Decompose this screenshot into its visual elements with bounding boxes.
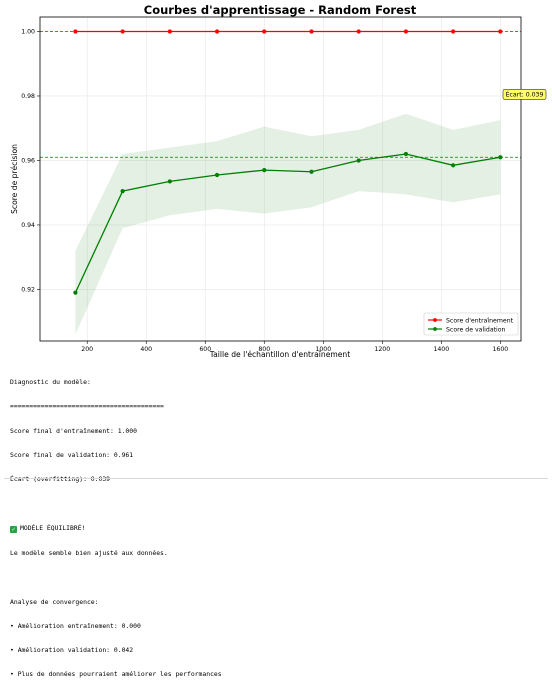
y-tick-label: 0.92: [21, 287, 35, 294]
grid-lines: [40, 17, 521, 341]
blank-line: [10, 500, 370, 508]
model-diagnostic-report: Diagnostic du modèle: ==================…: [10, 362, 370, 687]
gap-annotation-text: Écart: 0.039: [506, 90, 544, 99]
training-score-point: [120, 29, 125, 34]
gap-annotation: Écart: 0.039: [502, 89, 547, 100]
series-lines: [74, 30, 501, 293]
bottom-divider: [4, 478, 548, 479]
validation-score-point: [403, 151, 409, 157]
y-axis-label: Score de précision: [10, 144, 19, 214]
x-tick-label: 600: [199, 346, 211, 353]
training-score-point: [309, 29, 314, 34]
training-score-point: [167, 29, 172, 34]
validation-score-point: [73, 290, 78, 295]
convergence-header: Analyse de convergence:: [10, 597, 99, 606]
validation-score-point: [451, 163, 456, 168]
training-score-point: [73, 29, 78, 34]
plot-area: [40, 17, 521, 341]
validation-score-point: [120, 188, 125, 194]
y-tick-label: 0.96: [21, 158, 35, 165]
x-tick-label: 1400: [433, 346, 449, 353]
validation-score-line: [74, 153, 501, 293]
final-train-score: Score final d'entraînement: 1.000: [10, 426, 137, 435]
series-points: [73, 29, 503, 295]
validation-score-point: [309, 169, 314, 174]
convergence-note: • Plus de données pourraient améliorer l…: [10, 670, 222, 679]
x-tick-label: 200: [81, 346, 93, 353]
legend-val-marker: [433, 327, 437, 331]
y-tick-label: 1.00: [21, 29, 35, 36]
blank-line: [10, 573, 370, 581]
validation-score-point: [167, 179, 172, 184]
status-detail: Le modèle semble bien ajusté aux données…: [10, 549, 168, 558]
legend-val-label: Score de validation: [446, 326, 506, 333]
validation-band-area: [75, 113, 501, 335]
chart-title: Courbes d'apprentissage - Random Forest: [144, 3, 417, 17]
gap-annotation-box: [502, 89, 547, 100]
convergence-val: • Amélioration validation: 0.042: [10, 646, 134, 655]
diagnostic-separator: ========================================: [10, 402, 164, 411]
training-score-point: [403, 29, 409, 34]
x-tick-label: 1600: [492, 346, 508, 353]
learning-curve-chart: Courbes d'apprentissage - Random Forest …: [10, 3, 547, 359]
legend: Score d'entraînement Score de validation: [423, 312, 519, 336]
validation-score-point: [498, 155, 503, 160]
training-score-point: [214, 29, 220, 34]
plot-frame: [39, 16, 522, 342]
status-text: MODÈLE ÉQUILIBRÉ!: [20, 523, 86, 532]
training-score-point: [451, 29, 456, 34]
legend-box: [423, 312, 519, 336]
y-axis-ticks: 0.92 0.94 0.96 0.98 1.00: [21, 29, 40, 294]
status-line: ✓ MODÈLE ÉQUILIBRÉ!: [10, 524, 370, 533]
x-tick-label: 1200: [374, 346, 390, 353]
legend-train-label: Score d'entraînement: [446, 316, 514, 324]
y-tick-label: 0.94: [21, 222, 35, 229]
check-mark-icon: ✓: [10, 525, 17, 533]
x-axis-label: Taille de l'échantillon d'entraînement: [209, 350, 350, 359]
convergence-train: • Amélioration entraînement: 0.000: [10, 621, 141, 630]
legend-train-marker: [433, 318, 437, 322]
final-val-score: Score final de validation: 0.961: [10, 451, 134, 460]
diagnostic-header: Diagnostic du modèle:: [10, 378, 91, 387]
validation-score-point: [214, 172, 220, 178]
validation-confidence-band: [75, 113, 501, 335]
training-score-point: [356, 29, 361, 34]
validation-score-point: [262, 168, 267, 173]
x-axis-ticks: 200 400 600 800 1000 1200 1400 1600: [81, 341, 508, 353]
overfitting-gap: Écart (overfitting): 0.039: [10, 475, 111, 484]
training-score-point: [262, 29, 267, 34]
x-tick-label: 800: [258, 346, 270, 353]
training-score-point: [498, 29, 503, 34]
x-tick-label: 400: [140, 346, 152, 353]
y-tick-label: 0.98: [21, 93, 35, 100]
validation-score-point: [356, 158, 361, 163]
x-tick-label: 1000: [315, 346, 331, 353]
